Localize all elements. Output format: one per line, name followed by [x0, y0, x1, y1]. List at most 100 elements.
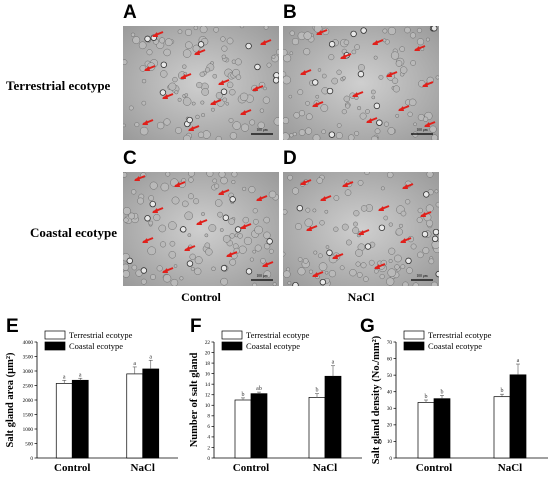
salt-gland-shape — [296, 204, 304, 212]
cell-shape — [402, 281, 409, 286]
salt-gland-shape — [245, 42, 252, 50]
cell-shape — [263, 86, 267, 91]
cell-shape — [174, 90, 179, 95]
cell-shape — [321, 73, 327, 79]
cell-shape — [132, 36, 141, 45]
cell-shape — [373, 268, 379, 274]
cell-shape — [188, 177, 194, 183]
cell-shape — [254, 244, 262, 252]
cell-shape — [184, 93, 189, 97]
y-axis-label: Salt gland area (μm²) — [5, 352, 16, 447]
bar-terrestrial — [126, 373, 144, 459]
red-arrow-icon — [300, 179, 312, 185]
salt-gland-shape — [328, 131, 336, 138]
cell-shape — [425, 37, 430, 42]
cell-shape — [130, 32, 136, 37]
cell-shape — [388, 247, 396, 255]
cell-shape — [400, 210, 407, 217]
cell-shape — [252, 249, 257, 254]
bar-coastal — [71, 379, 89, 459]
cell-shape — [235, 74, 242, 80]
cell-shape — [243, 236, 253, 246]
red-arrow-icon — [422, 81, 434, 87]
y-tick-label: 30 — [387, 406, 393, 412]
cell-shape — [196, 81, 203, 89]
cell-shape — [416, 217, 423, 224]
cell-shape — [383, 215, 389, 221]
red-arrow-icon — [400, 237, 412, 243]
cell-shape — [141, 100, 147, 106]
cell-shape — [382, 28, 388, 34]
micrograph-image: 100 μm — [123, 26, 279, 140]
bar-terrestrial — [234, 399, 252, 459]
red-arrow-icon — [306, 225, 318, 231]
salt-gland-shape — [319, 278, 327, 286]
cell-shape — [313, 250, 318, 255]
cell-shape — [428, 258, 435, 265]
red-arrow-icon — [320, 195, 332, 201]
cell-shape — [343, 39, 350, 46]
cell-shape — [435, 201, 439, 208]
cell-shape — [343, 95, 351, 103]
cell-shape — [328, 270, 336, 278]
salt-gland-shape — [266, 238, 273, 245]
cell-shape — [221, 54, 227, 60]
micrograph-background — [283, 26, 439, 140]
salt-gland-shape — [126, 257, 133, 265]
cell-shape — [164, 38, 173, 47]
cell-shape — [382, 38, 387, 43]
red-arrow-icon — [162, 93, 174, 99]
cell-shape — [140, 278, 147, 285]
red-arrow-icon — [226, 251, 238, 257]
cell-shape — [263, 216, 270, 224]
red-arrow-icon — [196, 219, 208, 225]
salt-gland-shape — [220, 88, 228, 95]
cell-shape — [201, 88, 210, 96]
salt-gland-shape — [144, 35, 151, 43]
cell-shape — [240, 123, 250, 132]
cell-shape — [148, 220, 154, 226]
salt-gland-shape — [220, 264, 228, 272]
cell-shape — [410, 243, 417, 250]
cell-shape — [335, 132, 343, 140]
salt-gland-shape — [431, 235, 439, 243]
cell-shape — [226, 81, 234, 89]
cell-shape — [297, 257, 303, 262]
red-arrow-icon — [144, 65, 156, 71]
scale-bar-label: 100 μm — [256, 128, 267, 132]
salt-gland-shape — [376, 119, 383, 126]
cell-shape — [222, 97, 228, 103]
cell-shape — [170, 278, 179, 286]
cell-shape — [199, 71, 205, 77]
cell-shape — [417, 207, 423, 214]
cell-shape — [295, 223, 302, 231]
cell-shape — [395, 228, 403, 236]
cell-shape — [252, 208, 258, 214]
cell-shape — [333, 195, 340, 201]
red-arrow-icon — [372, 39, 384, 45]
cell-shape — [387, 268, 397, 277]
cell-shape — [139, 126, 149, 136]
cell-shape — [287, 174, 293, 181]
cell-shape — [214, 183, 220, 189]
y-tick-label: 6 — [207, 424, 210, 430]
legend-label: Terrestrial ecotype — [428, 330, 492, 340]
panel-letter-f: F — [190, 316, 202, 337]
cell-shape — [348, 134, 355, 140]
cell-shape — [254, 225, 263, 235]
cell-shape — [213, 26, 219, 33]
red-arrow-icon — [218, 189, 230, 195]
cell-shape — [249, 257, 254, 262]
cell-shape — [182, 200, 189, 208]
cell-shape — [141, 78, 147, 84]
cell-shape — [177, 97, 182, 102]
cell-shape — [365, 109, 370, 114]
cell-shape — [360, 205, 368, 212]
cell-shape — [328, 54, 335, 61]
cell-shape — [353, 210, 360, 217]
cell-shape — [257, 121, 265, 129]
cell-shape — [156, 121, 165, 130]
y-tick-label: 12 — [205, 393, 211, 399]
y-tick-label: 4000 — [23, 340, 34, 346]
cell-shape — [199, 26, 208, 34]
